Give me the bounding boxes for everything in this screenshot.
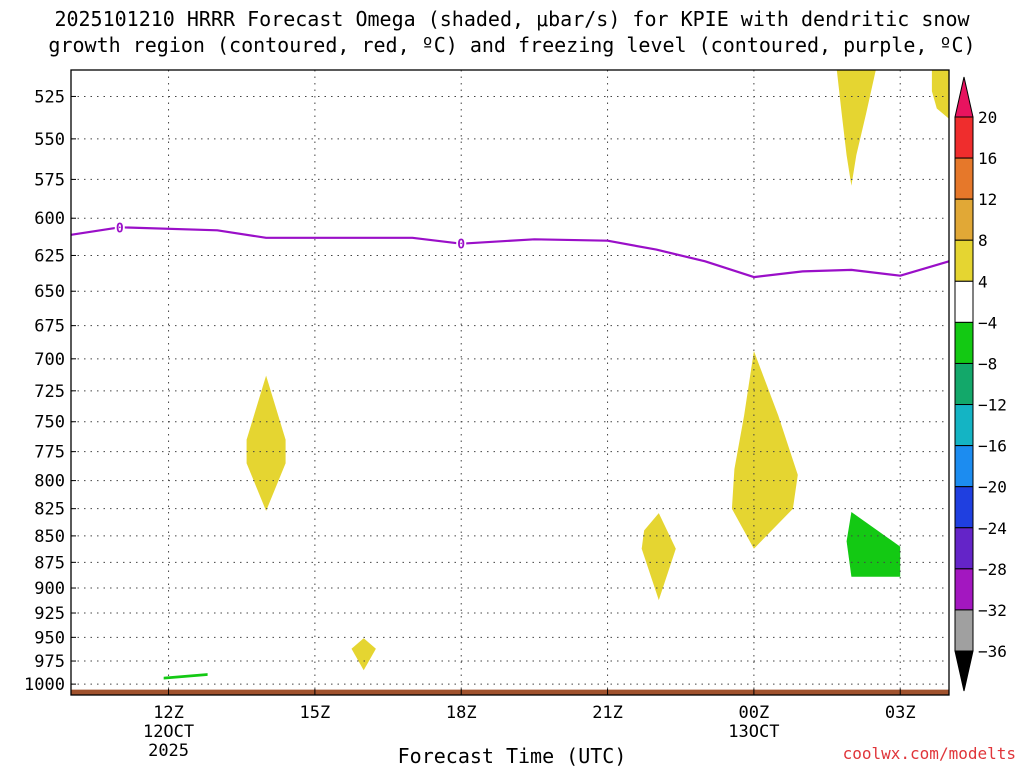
freezing-level-label-1: 0	[116, 221, 124, 236]
plot-frame	[70, 69, 950, 696]
freezing-level-label-bg-1	[114, 220, 125, 234]
freezing-level-line	[70, 226, 950, 279]
y-tick-label-875: 875	[34, 553, 65, 573]
colorbar-label-1: 20	[978, 108, 997, 127]
colorbar-label-4: 8	[978, 231, 988, 250]
y-tick-label-525: 525	[34, 87, 65, 107]
omega-region-7	[846, 512, 901, 577]
colorbar-segment-6	[954, 321, 974, 364]
freezing-level-contour: 00	[70, 220, 950, 279]
y-tick-label-850: 850	[34, 527, 65, 547]
colorbar-segment-2	[954, 157, 974, 200]
colorbar-arrow-bottom	[954, 650, 974, 692]
omega-region-6	[931, 70, 949, 119]
colorbar-segment-1	[954, 116, 974, 159]
omega-region-3	[641, 513, 676, 601]
x-tick-label-21Z: 21Z	[592, 703, 623, 723]
x-tick-label-15Z: 15Z	[300, 703, 331, 723]
y-tick-label-625: 625	[34, 246, 65, 266]
omega-region-5	[836, 70, 876, 186]
x-tick-date-12Z: 12OCT	[143, 722, 194, 742]
y-tick-label-950: 950	[34, 628, 65, 648]
colorbar-label-10: −20	[978, 478, 1007, 497]
colorbar-segment-4	[954, 239, 974, 282]
colorbar: 20 16 12 8 4 −4 −8 −12 −16 −20 −24 −28 −32 −36	[954, 76, 1007, 692]
y-tick-label-550: 550	[34, 130, 65, 150]
y-tick-label-675: 675	[34, 317, 65, 337]
y-tick-label-900: 900	[34, 579, 65, 599]
colorbar-label-2: 16	[978, 149, 997, 168]
y-tick-label-700: 700	[34, 350, 65, 370]
credit-text: coolwx.com/modelts	[842, 744, 1016, 763]
x-tick-label-00Z: 00Z	[739, 703, 770, 723]
y-tick-label-750: 750	[34, 413, 65, 433]
y-tick-label-975: 975	[34, 652, 65, 672]
omega-region-2	[351, 638, 376, 671]
colorbar-segment-12	[954, 568, 974, 611]
colorbar-segment-3	[954, 198, 974, 241]
omega-fill-regions	[71, 70, 949, 695]
freezing-level-label-2: 0	[457, 238, 465, 253]
colorbar-label-13: −32	[978, 601, 1007, 620]
freezing-level-label-bg-2	[456, 236, 467, 250]
x-tick-label-03Z: 03Z	[885, 703, 916, 723]
y-tick-label-925: 925	[34, 604, 65, 624]
x-tick-date-00Z: 13OCT	[728, 722, 779, 742]
omega-region-9	[71, 689, 949, 695]
y-tick-label-725: 725	[34, 382, 65, 402]
colorbar-label-11: −24	[978, 519, 1007, 538]
grid-lines	[71, 70, 949, 695]
y-axis: 525 550 575 600 625 650 675 700 725 750 775 800 825 8…	[24, 87, 76, 695]
colorbar-segment-8	[954, 404, 974, 447]
x-tick-label-12Z: 12Z	[153, 703, 184, 723]
y-tick-label-775: 775	[34, 443, 65, 463]
chart-title: 2025101210 HRRR Forecast Omega (shaded, …	[48, 7, 976, 57]
y-tick-label-600: 600	[34, 209, 65, 229]
x-tick-label-18Z: 18Z	[446, 703, 477, 723]
colorbar-label-8: −12	[978, 396, 1007, 415]
omega-region-8	[163, 673, 208, 680]
colorbar-segment-9	[954, 445, 974, 488]
colorbar-arrow-top	[954, 76, 974, 118]
omega-region-1	[246, 375, 286, 511]
colorbar-segment-5	[954, 280, 974, 323]
colorbar-label-12: −28	[978, 560, 1007, 579]
x-tick-year-12Z: 2025	[148, 741, 189, 761]
y-tick-label-800: 800	[34, 472, 65, 492]
y-tick-label-650: 650	[34, 282, 65, 302]
colorbar-segment-10	[954, 486, 974, 529]
colorbar-segment-13	[954, 609, 974, 652]
omega-region-4	[731, 351, 798, 549]
colorbar-label-6: −4	[978, 313, 997, 332]
x-axis-label: Forecast Time (UTC)	[397, 744, 627, 768]
colorbar-label-14: −36	[978, 642, 1007, 661]
y-tick-label-575: 575	[34, 170, 65, 190]
y-tick-label-1000: 1000	[24, 675, 65, 695]
colorbar-label-9: −16	[978, 437, 1007, 456]
colorbar-segment-7	[954, 362, 974, 406]
colorbar-segment-11	[954, 527, 974, 570]
y-tick-label-825: 825	[34, 500, 65, 520]
colorbar-label-5: 4	[978, 272, 988, 291]
colorbar-label-7: −8	[978, 354, 997, 373]
colorbar-label-3: 12	[978, 190, 997, 209]
